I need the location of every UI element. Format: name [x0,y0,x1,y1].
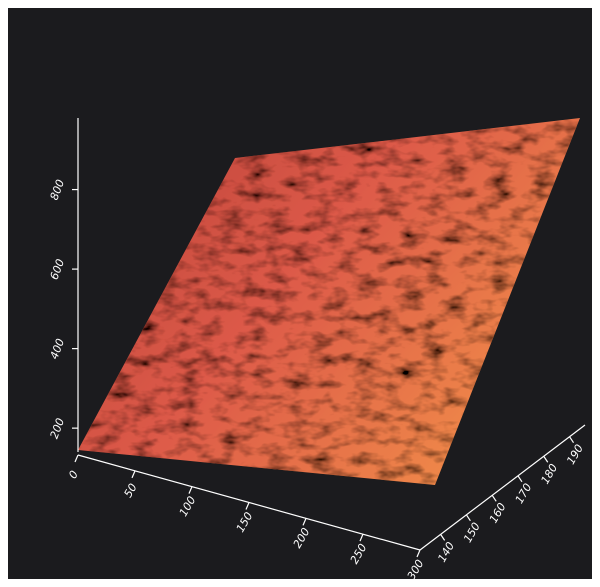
page: {"chart_data": {"type": "surface", "zlim… [0,0,600,587]
chart: 2004006008000501001502002503001401501601… [0,0,600,587]
